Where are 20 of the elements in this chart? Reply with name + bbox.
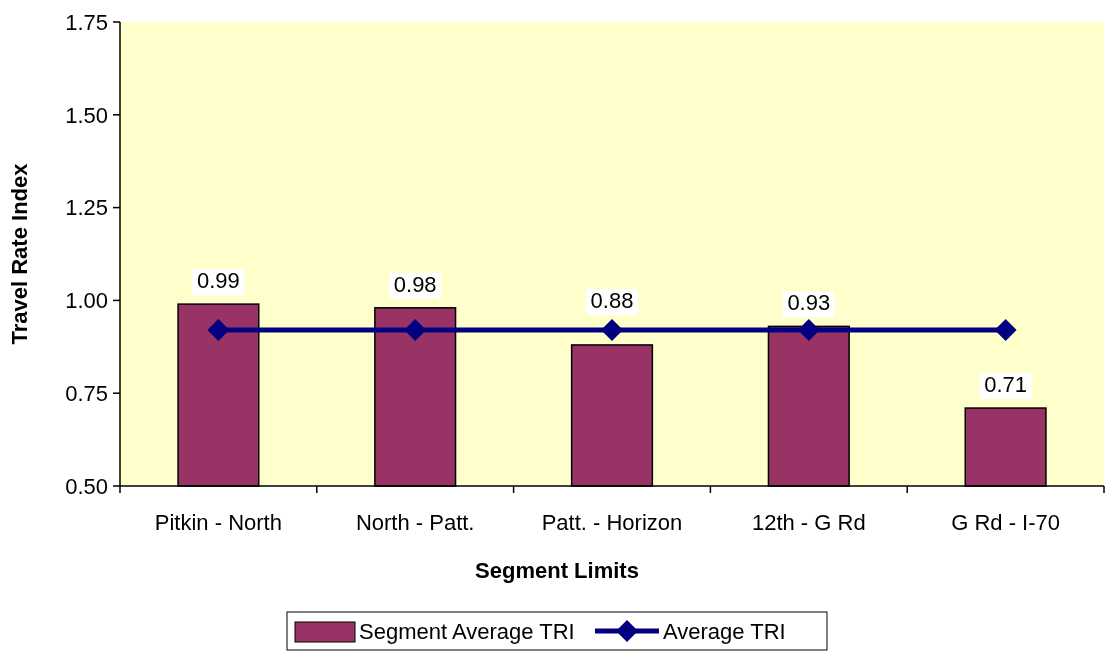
legend-label: Segment Average TRI [359, 619, 575, 644]
y-tick-label: 1.00 [65, 288, 108, 314]
data-label: 0.99 [196, 268, 240, 294]
y-tick-label: 0.75 [65, 380, 108, 406]
x-tick-label: G Rd - I-70 [951, 510, 1061, 535]
x-tick-label: Pitkin - North [154, 510, 282, 535]
data-label: 0.88 [590, 288, 634, 314]
y-tick-label: 0.50 [65, 473, 108, 499]
data-label: 0.98 [393, 271, 437, 297]
y-tick-label: 1.25 [65, 195, 108, 221]
y-axis-title: Travel Rate Index [7, 162, 32, 345]
x-tick-label: 12th - G Rd [751, 510, 866, 535]
x-tick-label: Patt. - Horizon [541, 510, 683, 535]
data-label: 0.93 [787, 290, 831, 316]
x-axis-title: Segment Limits [475, 558, 639, 583]
data-label: 0.71 [984, 372, 1028, 398]
legend-label: Average TRI [663, 619, 786, 644]
x-tick-label: North - Patt. [355, 510, 475, 535]
y-tick-label: 1.50 [65, 102, 108, 128]
y-tick-label: 1.75 [65, 9, 108, 35]
